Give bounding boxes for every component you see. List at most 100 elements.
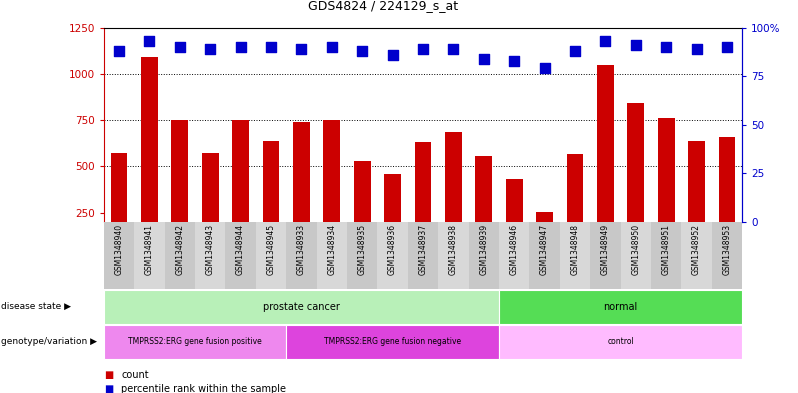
- Bar: [415, 142, 431, 222]
- Bar: [408, 222, 438, 289]
- Bar: [688, 141, 705, 222]
- Point: [295, 46, 308, 52]
- Point: [599, 38, 612, 44]
- Text: GSM1348949: GSM1348949: [601, 224, 610, 275]
- Text: GSM1348944: GSM1348944: [236, 224, 245, 275]
- Bar: [172, 120, 188, 222]
- Point: [203, 46, 216, 52]
- Bar: [658, 118, 674, 222]
- Bar: [104, 290, 499, 323]
- Bar: [263, 141, 279, 222]
- Bar: [468, 222, 499, 289]
- Bar: [255, 222, 286, 289]
- Bar: [718, 137, 735, 222]
- Text: TMPRSS2:ERG gene fusion negative: TMPRSS2:ERG gene fusion negative: [324, 338, 461, 346]
- Text: disease state ▶: disease state ▶: [1, 302, 71, 311]
- Bar: [529, 222, 559, 289]
- Point: [326, 44, 338, 50]
- Point: [508, 57, 520, 64]
- Bar: [591, 222, 621, 289]
- Text: GSM1348950: GSM1348950: [631, 224, 640, 275]
- Bar: [195, 222, 225, 289]
- Bar: [384, 174, 401, 222]
- Bar: [438, 222, 468, 289]
- Text: GDS4824 / 224129_s_at: GDS4824 / 224129_s_at: [308, 0, 458, 12]
- Bar: [621, 222, 651, 289]
- Point: [234, 44, 247, 50]
- Text: GSM1348933: GSM1348933: [297, 224, 306, 275]
- Point: [690, 46, 703, 52]
- Text: GSM1348935: GSM1348935: [358, 224, 366, 275]
- Bar: [317, 222, 347, 289]
- Text: GSM1348934: GSM1348934: [327, 224, 336, 275]
- Bar: [681, 222, 712, 289]
- Point: [143, 38, 156, 44]
- Bar: [559, 222, 591, 289]
- Text: TMPRSS2:ERG gene fusion positive: TMPRSS2:ERG gene fusion positive: [128, 338, 262, 346]
- Point: [173, 44, 186, 50]
- Text: control: control: [607, 338, 634, 346]
- Point: [417, 46, 429, 52]
- Text: GSM1348939: GSM1348939: [480, 224, 488, 275]
- Bar: [506, 180, 523, 222]
- Bar: [104, 222, 134, 289]
- Point: [568, 48, 581, 54]
- Bar: [597, 64, 614, 222]
- Point: [386, 51, 399, 58]
- Bar: [499, 290, 742, 323]
- Bar: [445, 132, 462, 222]
- Bar: [104, 325, 286, 359]
- Bar: [536, 212, 553, 222]
- Text: count: count: [121, 370, 149, 380]
- Bar: [286, 325, 499, 359]
- Text: prostate cancer: prostate cancer: [263, 301, 340, 312]
- Text: GSM1348942: GSM1348942: [176, 224, 184, 275]
- Text: normal: normal: [603, 301, 638, 312]
- Text: GSM1348945: GSM1348945: [267, 224, 275, 275]
- Point: [630, 42, 642, 48]
- Bar: [354, 161, 370, 222]
- Bar: [377, 222, 408, 289]
- Bar: [286, 222, 317, 289]
- Bar: [499, 325, 742, 359]
- Text: percentile rank within the sample: percentile rank within the sample: [121, 384, 286, 393]
- Point: [265, 44, 278, 50]
- Point: [447, 46, 460, 52]
- Point: [721, 44, 733, 50]
- Bar: [347, 222, 377, 289]
- Bar: [293, 122, 310, 222]
- Text: genotype/variation ▶: genotype/variation ▶: [1, 338, 97, 346]
- Bar: [232, 120, 249, 222]
- Text: GSM1348936: GSM1348936: [388, 224, 397, 275]
- Bar: [627, 103, 644, 222]
- Text: GSM1348946: GSM1348946: [510, 224, 519, 275]
- Text: GSM1348941: GSM1348941: [145, 224, 154, 275]
- Bar: [476, 156, 492, 222]
- Point: [538, 65, 551, 72]
- Text: ■: ■: [104, 370, 113, 380]
- Bar: [567, 154, 583, 222]
- Bar: [225, 222, 255, 289]
- Bar: [712, 222, 742, 289]
- Point: [660, 44, 673, 50]
- Text: GSM1348937: GSM1348937: [418, 224, 428, 275]
- Point: [477, 55, 490, 62]
- Text: GSM1348940: GSM1348940: [114, 224, 124, 275]
- Bar: [111, 154, 128, 222]
- Bar: [202, 154, 219, 222]
- Bar: [141, 57, 158, 222]
- Text: GSM1348938: GSM1348938: [448, 224, 458, 275]
- Bar: [651, 222, 681, 289]
- Text: GSM1348951: GSM1348951: [662, 224, 670, 275]
- Text: GSM1348943: GSM1348943: [206, 224, 215, 275]
- Bar: [134, 222, 164, 289]
- Text: GSM1348947: GSM1348947: [540, 224, 549, 275]
- Point: [113, 48, 125, 54]
- Point: [356, 48, 369, 54]
- Bar: [164, 222, 195, 289]
- Text: GSM1348948: GSM1348948: [571, 224, 579, 275]
- Text: GSM1348952: GSM1348952: [692, 224, 701, 275]
- Text: ■: ■: [104, 384, 113, 393]
- Bar: [323, 120, 340, 222]
- Text: GSM1348953: GSM1348953: [722, 224, 732, 275]
